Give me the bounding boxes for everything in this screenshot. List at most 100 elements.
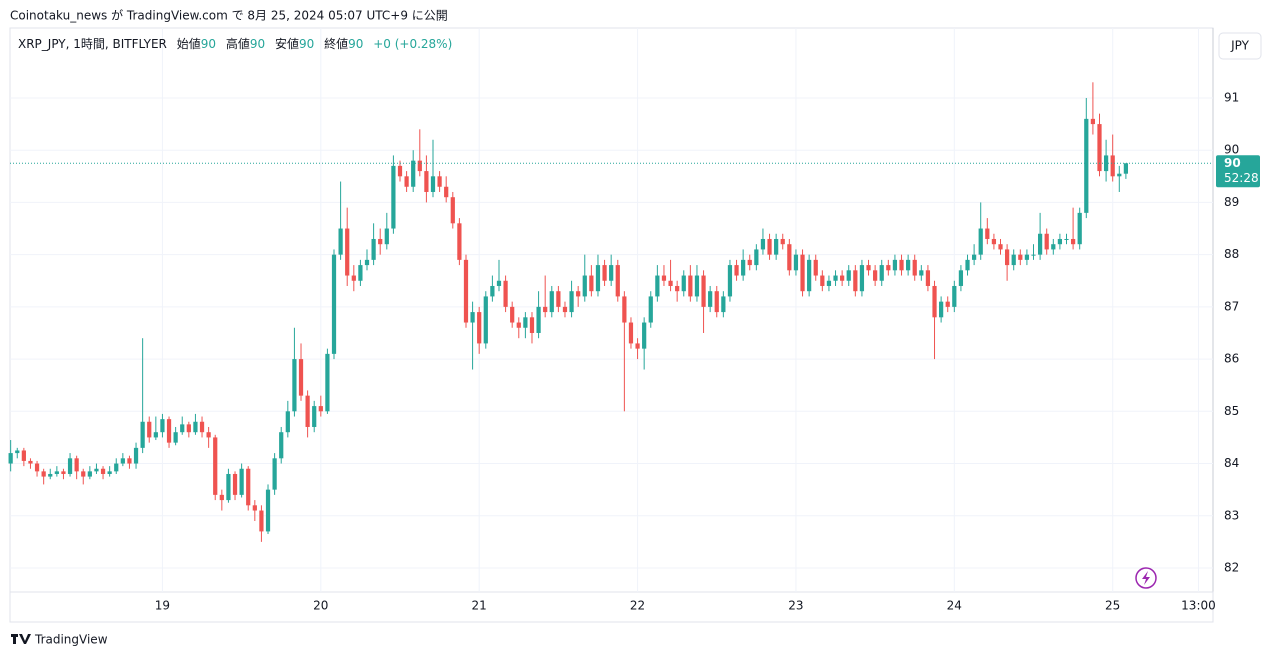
candle-body (873, 270, 878, 281)
candle-body (516, 322, 521, 328)
candle-body (345, 228, 350, 276)
candle-body (694, 275, 700, 297)
candle-body (648, 296, 653, 323)
candle-body (1110, 155, 1115, 177)
candle-body (734, 265, 739, 276)
candle-body (384, 228, 389, 245)
x-tick-label: 25 (1105, 599, 1120, 613)
candle-body (1051, 244, 1056, 250)
y-tick-label: 86 (1224, 352, 1239, 366)
symbol: XRP_JPY, 1時間, BITFLYER (18, 37, 167, 51)
y-tick-label: 91 (1224, 90, 1239, 104)
candle-body (655, 275, 660, 297)
x-tick-label: 20 (313, 599, 328, 613)
candle-body (820, 275, 825, 286)
candle-body (298, 359, 304, 396)
candle-body (747, 259, 752, 266)
time-axis-frame (9, 591, 1214, 623)
candle-body (1103, 155, 1109, 172)
candle-body (615, 265, 620, 297)
candle-body (688, 275, 693, 297)
candle-body (450, 197, 455, 224)
candle-body (133, 447, 139, 464)
candle-body (1117, 173, 1122, 177)
candle-body (232, 473, 238, 495)
currency[interactable]: JPY (1230, 39, 1250, 53)
candle-body (1077, 212, 1082, 245)
candle-body (668, 280, 673, 286)
y-tick-label: 88 (1224, 247, 1239, 261)
candle-body (430, 176, 436, 192)
y-tick-label: 90 (1224, 143, 1239, 157)
candle-body (833, 275, 838, 281)
candle-body (840, 275, 845, 281)
candle-body (899, 259, 904, 271)
candle-body (463, 259, 469, 323)
candle-body (562, 306, 568, 313)
candle-body (807, 259, 812, 292)
candle-body (991, 238, 997, 245)
candle-body (965, 259, 970, 271)
candle-body (272, 458, 277, 490)
candle-body (925, 270, 931, 286)
y-tick-label: 87 (1224, 299, 1239, 313)
candle-body (582, 275, 587, 297)
candle-body (338, 228, 343, 255)
candle-body (787, 244, 792, 271)
candle-body (48, 473, 53, 477)
candle-body (100, 468, 106, 474)
low-value: 90 (299, 37, 314, 51)
lightning-glyph (1142, 571, 1150, 585)
candle-body (21, 450, 26, 461)
candle-body (199, 421, 205, 433)
candle-body (364, 259, 370, 266)
candle-body (760, 238, 766, 250)
candle-body (529, 317, 535, 333)
candle-body (180, 424, 185, 433)
candle-body (609, 265, 614, 281)
candle-body (147, 421, 152, 438)
candle-body (569, 291, 574, 313)
candle-body (193, 421, 198, 433)
close-label: 終値 (324, 36, 348, 51)
candle-body (642, 322, 647, 349)
candle-body (490, 285, 495, 297)
candle-body (1037, 233, 1043, 255)
candle-body (714, 291, 719, 313)
currency-button[interactable] (1218, 32, 1262, 60)
candle-body (912, 259, 917, 276)
x-tick-label: 13:00 (1181, 599, 1216, 613)
candle-body (1018, 254, 1023, 260)
candle-body (708, 291, 713, 307)
candle-body (978, 228, 983, 255)
candle-body (602, 265, 607, 281)
candle-body (28, 460, 33, 464)
footer-logo: TradingView (11, 633, 108, 647)
candle-body (437, 176, 442, 187)
candle-body (945, 301, 950, 307)
candle-body (153, 432, 158, 438)
candle-body (444, 186, 449, 198)
candle-body (754, 249, 759, 266)
candle-body (985, 228, 990, 239)
candle-body (919, 270, 924, 276)
candle-body (1057, 238, 1063, 245)
candle-body (391, 165, 396, 229)
candle-body (622, 296, 627, 323)
candle-body (1044, 233, 1049, 250)
candle-body (595, 265, 601, 292)
candle-body (866, 265, 871, 271)
candle-body (793, 254, 799, 271)
candle-body (54, 471, 59, 474)
candle-body (1070, 238, 1076, 245)
last-price-badge (1216, 155, 1260, 188)
candle-body (325, 353, 330, 412)
candle-body (8, 453, 13, 464)
candle-body (939, 301, 944, 318)
candle-body (259, 510, 264, 532)
candle-body (523, 317, 528, 328)
x-tick-label: 19 (155, 599, 170, 613)
candle-body (510, 306, 515, 323)
candle-body (331, 254, 337, 354)
